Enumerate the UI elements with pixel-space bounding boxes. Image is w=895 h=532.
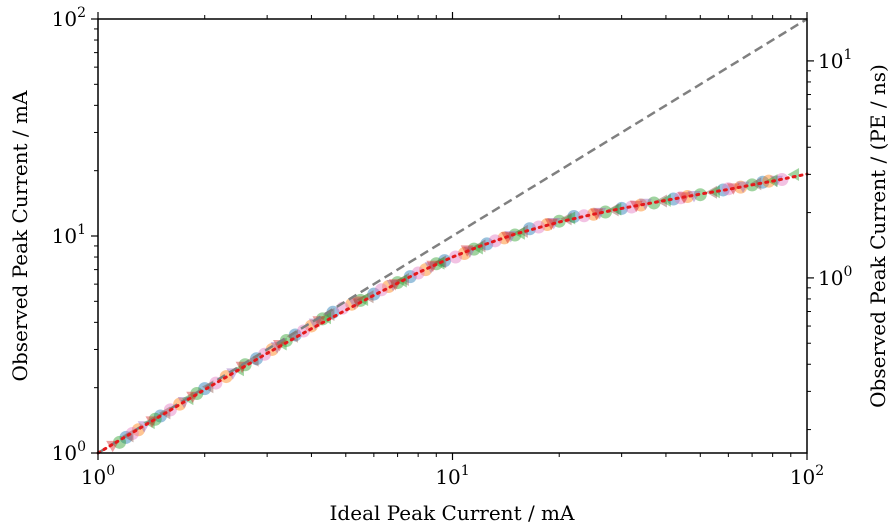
data-point — [674, 191, 688, 205]
scatter-series-6 — [122, 177, 762, 443]
data-point — [647, 196, 661, 210]
data-point — [721, 182, 735, 196]
scatter-series-8 — [106, 183, 740, 453]
data-point — [708, 185, 720, 199]
data-point — [749, 177, 762, 191]
data-point — [516, 224, 528, 238]
chart-lines — [96, 17, 809, 455]
x-axis-label: Ideal Peak Current / mA — [330, 501, 575, 525]
data-point — [297, 324, 311, 338]
scatter-series-7 — [143, 168, 800, 430]
y-right-tick-label: 101 — [818, 47, 852, 73]
axes: 100 101 102 100 101 102 100 101 — [52, 5, 853, 489]
data-point — [666, 192, 680, 206]
data-point — [316, 312, 330, 326]
fit-line — [96, 172, 809, 455]
y-tick-label: 101 — [52, 222, 86, 248]
data-point — [577, 209, 591, 223]
data-point — [438, 254, 452, 268]
data-markers — [106, 168, 800, 453]
y-tick-label: 100 — [52, 439, 86, 465]
y-tick-label: 102 — [52, 5, 86, 31]
data-point — [787, 168, 800, 182]
data-point — [351, 296, 365, 308]
data-point — [756, 175, 770, 189]
data-point — [304, 319, 318, 333]
scatter-series-2 — [131, 174, 776, 437]
data-point — [308, 318, 322, 331]
x-tick-label: 102 — [790, 463, 824, 489]
y-axis-label-right: Observed Peak Current / (PE / ns) — [866, 64, 890, 408]
data-point — [625, 200, 639, 214]
data-point — [680, 190, 694, 204]
x-tick-label: 101 — [435, 463, 469, 489]
data-point — [560, 212, 572, 226]
scatter-series-4 — [125, 173, 789, 440]
data-point — [563, 211, 576, 225]
scatter-series-5 — [137, 175, 783, 433]
data-point — [275, 337, 287, 351]
data-point — [598, 205, 612, 219]
data-point — [693, 188, 707, 202]
y-axis-label: Observed Peak Current / mA — [8, 90, 32, 381]
data-point — [567, 209, 581, 223]
y-right-tick-label: 100 — [818, 264, 852, 290]
data-point — [544, 218, 558, 231]
data-point — [362, 290, 374, 304]
data-point — [356, 292, 369, 306]
x-tick-label: 100 — [81, 463, 115, 489]
labels: Ideal Peak Current / mA Observed Peak Cu… — [8, 64, 890, 525]
data-point — [353, 293, 367, 307]
data-point — [638, 198, 652, 211]
scatter-series-1 — [119, 175, 770, 444]
scatter-series-3 — [113, 178, 759, 449]
data-point — [433, 256, 445, 270]
data-point — [279, 333, 293, 347]
reference-line — [97, 17, 808, 455]
